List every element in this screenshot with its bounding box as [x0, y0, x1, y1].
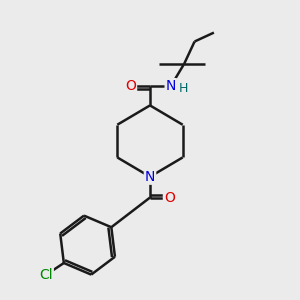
Text: O: O	[125, 79, 136, 93]
Text: N: N	[166, 79, 176, 93]
Text: H: H	[178, 82, 188, 95]
Text: O: O	[164, 190, 175, 205]
Text: Cl: Cl	[39, 268, 53, 282]
Text: N: N	[145, 170, 155, 184]
